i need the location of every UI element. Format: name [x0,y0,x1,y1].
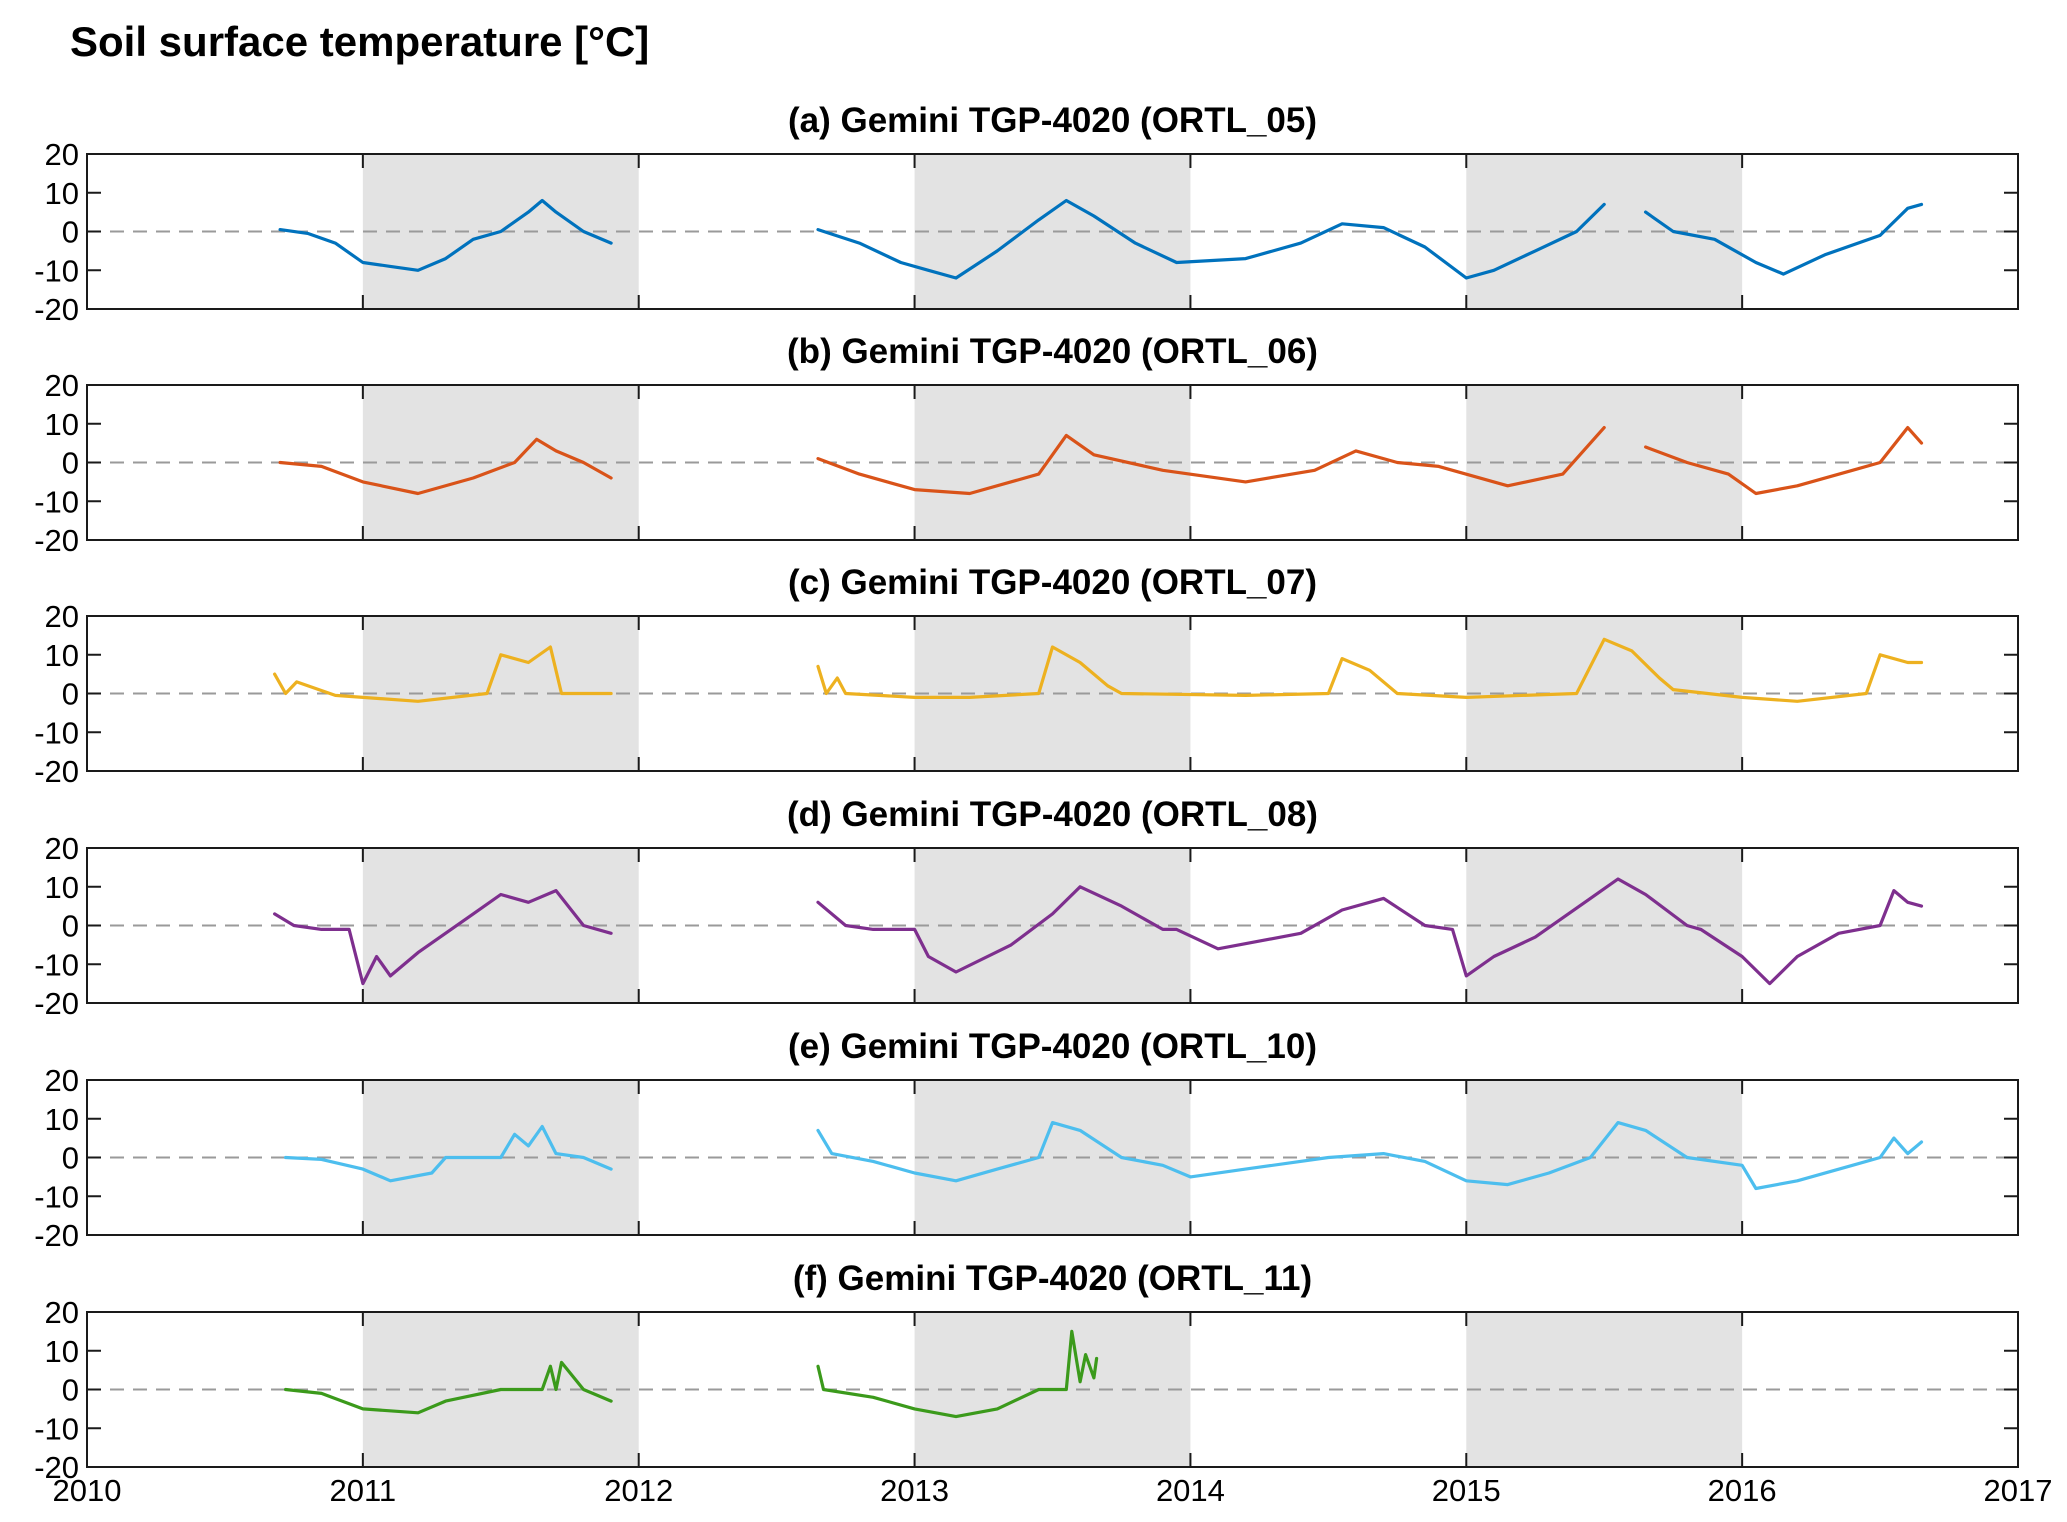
series-line [816,426,1606,496]
shaded-year-band [1466,154,1743,309]
panels: (a) Gemini TGP-4020 (ORTL_05)20100-10-20… [34,101,2052,1508]
x-tick-label: 2012 [604,1473,673,1508]
series-line [1699,888,1924,986]
shaded-year-band [914,1080,1191,1235]
panel-4: (d) Gemini TGP-4020 (ORTL_08) 20 10 0-10 -20 [34,795,2019,1021]
y-tick-label: -10 [34,1179,79,1214]
x-tick-label: 2011 [330,1473,397,1508]
x-tick-label: 2013 [880,1473,949,1508]
series-line [1685,1136,1924,1191]
y-tick-label: -10 [34,715,79,750]
y-tick-label: -10 [34,484,79,519]
series-line [816,1329,1099,1419]
x-tick-label: 2014 [1156,1473,1225,1508]
panel-6: (f) Gemini TGP-4020 (ORTL_11)20100-10-20… [34,1259,2052,1508]
y-tick-label: 0 [62,1373,79,1408]
series-line [816,637,1675,700]
shaded-year-band [1466,385,1743,540]
y-tick-label: 0 [62,677,79,712]
y-tick-label: -10 [34,253,79,288]
y-tick-label: -20 [34,292,79,327]
panel-title: (d) Gemini TGP-4020 (ORTL_08) [787,795,1318,834]
x-tick-label: 2016 [1708,1473,1777,1508]
x-tick-label: 2017 [1984,1473,2053,1508]
shaded-year-band [914,848,1191,1003]
series-line [816,877,1703,978]
y-tick-label: 10 [45,638,79,673]
panel-3: (c) Gemini TGP-4020 (ORTL_07) 20 10 0-10 -20 [34,563,2019,789]
series-line [1643,202,1924,276]
shaded-year-band [1466,848,1743,1003]
panel-title: (e) Gemini TGP-4020 (ORTL_10) [788,1027,1317,1066]
panel-5: (e) Gemini TGP-4020 (ORTL_10) 20 10 0-10 -20 [34,1027,2019,1253]
y-tick-label: 20 [45,1295,79,1330]
y-tick-label: 0 [62,446,79,481]
y-tick-label: -20 [34,523,79,558]
y-tick-label: 0 [62,909,79,944]
y-tick-label: 20 [45,831,79,866]
panel-title: (c) Gemini TGP-4020 (ORTL_07) [788,563,1317,602]
series-line [273,645,613,703]
y-tick-label: 10 [45,870,79,905]
shaded-year-band [362,848,639,1003]
y-tick-label: 10 [45,407,79,442]
panel-title: (f) Gemini TGP-4020 (ORTL_11) [793,1259,1312,1298]
series-line [278,198,613,272]
y-tick-label: 20 [45,1063,79,1098]
panel-title: (a) Gemini TGP-4020 (ORTL_05) [788,101,1317,140]
panel-title: (b) Gemini TGP-4020 (ORTL_06) [787,332,1318,371]
series-line [816,198,1606,280]
series-line [273,888,613,986]
series-line [1671,653,1924,703]
y-tick-label: 10 [45,1102,79,1137]
x-tick-label: 2010 [53,1473,122,1508]
y-tick-label: 10 [45,176,79,211]
y-tick-label: -10 [34,1411,79,1446]
y-tick-label: -20 [34,754,79,789]
series-line [1643,426,1924,496]
y-tick-label: -20 [34,986,79,1021]
panel-1: (a) Gemini TGP-4020 (ORTL_05) 20 10 0-10 -20 [34,101,2019,327]
shaded-year-band [362,385,639,540]
y-tick-label: 0 [62,1141,79,1176]
series-line [816,1120,1689,1187]
shaded-year-band [914,385,1191,540]
y-tick-label: -10 [34,947,79,982]
shaded-year-band [1466,1312,1743,1467]
y-tick-label: 20 [45,137,79,172]
y-tick-label: 0 [62,215,79,250]
figure-title: Soil surface temperature [°C] [70,18,649,65]
y-tick-label: 20 [45,368,79,403]
y-tick-label: 10 [45,1334,79,1369]
y-tick-label: -20 [34,1450,79,1485]
y-tick-label: 20 [45,599,79,634]
panel-2: (b) Gemini TGP-4020 (ORTL_06) 20 10 0-10 -20 [34,332,2019,558]
x-tick-label: 2015 [1432,1473,1501,1508]
y-tick-label: -20 [34,1218,79,1253]
series-line [284,1124,613,1183]
series-line [284,1360,613,1415]
series-line [278,437,613,496]
shaded-year-band [914,154,1191,309]
